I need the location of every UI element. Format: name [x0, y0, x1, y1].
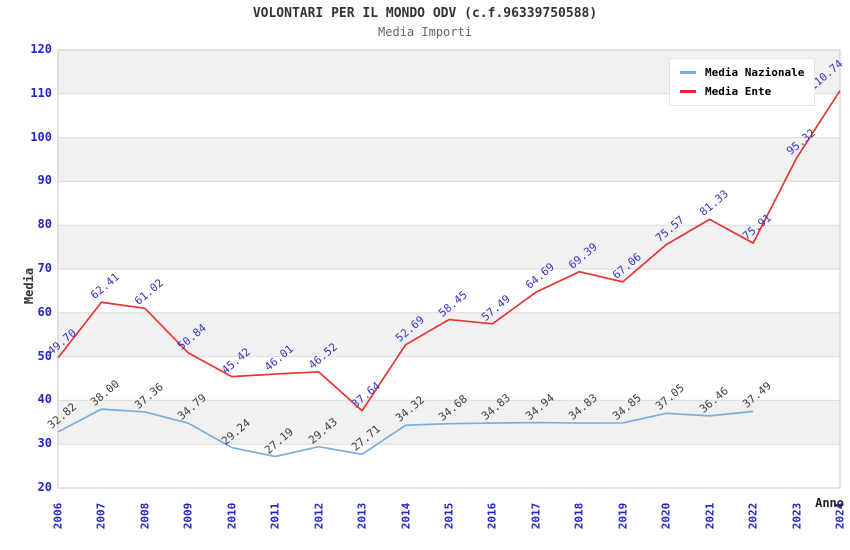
x-tick-label: 2012 [312, 502, 326, 530]
y-tick-label: 100 [30, 129, 52, 144]
y-tick-label: 50 [37, 348, 52, 363]
x-tick-label: 2016 [485, 502, 499, 530]
x-tick-label: 2019 [616, 502, 630, 530]
plot-band [58, 225, 840, 269]
series-line-media-nazionale [57, 408, 754, 458]
y-tick-label: 80 [37, 217, 52, 232]
y-tick-label: 60 [37, 304, 52, 319]
y-tick-label: 30 [37, 436, 52, 451]
x-tick-label: 2015 [442, 502, 456, 530]
y-tick-label: 90 [37, 173, 52, 188]
y-axis-title: Media [22, 267, 36, 305]
x-tick-label: 2008 [138, 502, 152, 530]
x-tick-label: 2018 [572, 502, 586, 530]
x-tick-label: 2013 [355, 502, 369, 530]
x-tick-label: 2009 [181, 502, 195, 530]
chart-subtitle: Media Importi [378, 25, 472, 39]
legend-item-media-nazionale: Media Nazionale [680, 66, 804, 79]
legend: Media Nazionale Media Ente [669, 58, 816, 106]
plot-band [58, 137, 840, 182]
y-tick-label: 40 [37, 392, 52, 407]
x-tick-label: 2022 [746, 502, 760, 530]
y-tick-label: 70 [37, 261, 52, 275]
y-tick-label: 120 [30, 42, 52, 56]
x-axis-title: Anno [815, 496, 844, 510]
legend-label-ente: Media Ente [705, 85, 772, 98]
y-tick-label: 20 [37, 480, 52, 494]
legend-swatch-ente-icon [680, 90, 696, 93]
y-tick-label: 110 [30, 85, 52, 100]
plot-band [58, 400, 840, 445]
x-tick-label: 2006 [51, 502, 65, 530]
chart-title: VOLONTARI PER IL MONDO ODV (c.f.96339750… [252, 6, 598, 21]
x-tick-label: 2021 [703, 502, 717, 530]
legend-swatch-nazionale-icon [680, 71, 696, 74]
legend-label-nazionale: Media Nazionale [705, 66, 805, 79]
x-tick-label: 2010 [225, 502, 239, 530]
x-tick-label: 2011 [268, 502, 282, 530]
x-tick-label: 2014 [399, 502, 413, 530]
x-tick-label: 2017 [529, 502, 543, 530]
legend-item-media-ente: Media Ente [680, 85, 804, 98]
plot-border [57, 49, 841, 489]
x-tick-label: 2020 [659, 502, 673, 530]
x-tick-label: 2007 [94, 502, 108, 530]
series-line-media-ente [57, 90, 841, 412]
x-tick-label: 2023 [790, 502, 804, 530]
